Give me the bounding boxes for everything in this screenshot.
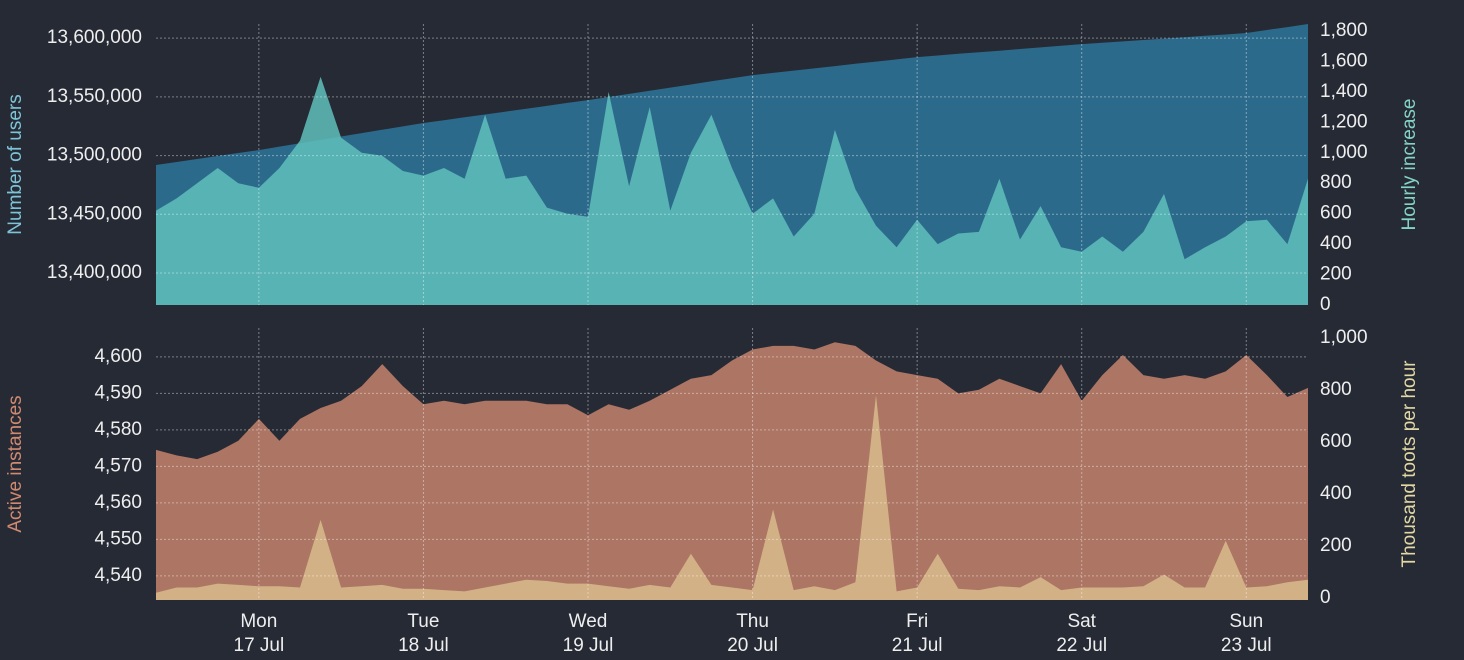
- y2-tick-label: 200: [1320, 535, 1352, 556]
- y-tick-label: 13,400,000: [47, 262, 142, 283]
- y-axis-label: Number of users: [5, 94, 26, 234]
- y2-tick-label: 200: [1320, 264, 1352, 285]
- y-tick-label: 13,600,000: [47, 27, 142, 48]
- x-tick-label: Sat: [1067, 611, 1096, 632]
- y2-tick-label: 1,800: [1320, 20, 1368, 41]
- x-tick-label: Sun: [1229, 611, 1263, 632]
- x-tick-label: Thu: [736, 611, 769, 632]
- y-tick-label: 4,580: [94, 419, 142, 440]
- y-tick-label: 4,550: [94, 528, 142, 549]
- x-tick-sublabel: 18 Jul: [398, 635, 449, 656]
- x-tick-label: Tue: [407, 611, 439, 632]
- y2-tick-label: 600: [1320, 431, 1352, 452]
- y2-tick-label: 600: [1320, 203, 1352, 224]
- y2-tick-label: 0: [1320, 294, 1331, 315]
- y-tick-label: 4,600: [94, 346, 142, 367]
- y2-tick-label: 800: [1320, 379, 1352, 400]
- x-tick-sublabel: 20 Jul: [727, 635, 778, 656]
- y2-axis-label: Thousand toots per hour: [1399, 360, 1420, 568]
- y2-tick-label: 1,400: [1320, 81, 1368, 102]
- y2-tick-label: 1,600: [1320, 50, 1368, 71]
- x-tick-label: Mon: [240, 611, 277, 632]
- y-tick-label: 4,590: [94, 382, 142, 403]
- y2-tick-label: 1,000: [1320, 142, 1368, 163]
- y2-tick-label: 1,000: [1320, 327, 1368, 348]
- x-tick-label: Fri: [906, 611, 928, 632]
- x-tick-sublabel: 22 Jul: [1056, 635, 1107, 656]
- y2-tick-label: 400: [1320, 233, 1352, 254]
- x-tick-sublabel: 23 Jul: [1221, 635, 1272, 656]
- y-tick-label: 13,500,000: [47, 145, 142, 166]
- y-tick-label: 4,570: [94, 455, 142, 476]
- y-tick-label: 13,550,000: [47, 86, 142, 107]
- y-tick-label: 4,540: [94, 565, 142, 586]
- x-tick-label: Wed: [569, 611, 608, 632]
- y2-tick-label: 0: [1320, 587, 1331, 608]
- x-tick-sublabel: 19 Jul: [563, 635, 614, 656]
- area: [156, 76, 1308, 305]
- y2-tick-label: 400: [1320, 483, 1352, 504]
- y-tick-label: 4,560: [94, 492, 142, 513]
- x-tick-sublabel: 17 Jul: [234, 635, 285, 656]
- y2-axis-label: Hourly increase: [1399, 99, 1420, 231]
- y2-tick-label: 800: [1320, 172, 1352, 193]
- area: [156, 342, 1308, 600]
- x-tick-sublabel: 21 Jul: [892, 635, 943, 656]
- y-axis-label: Active instances: [5, 395, 26, 532]
- y-tick-label: 13,450,000: [47, 203, 142, 224]
- y2-tick-label: 1,200: [1320, 111, 1368, 132]
